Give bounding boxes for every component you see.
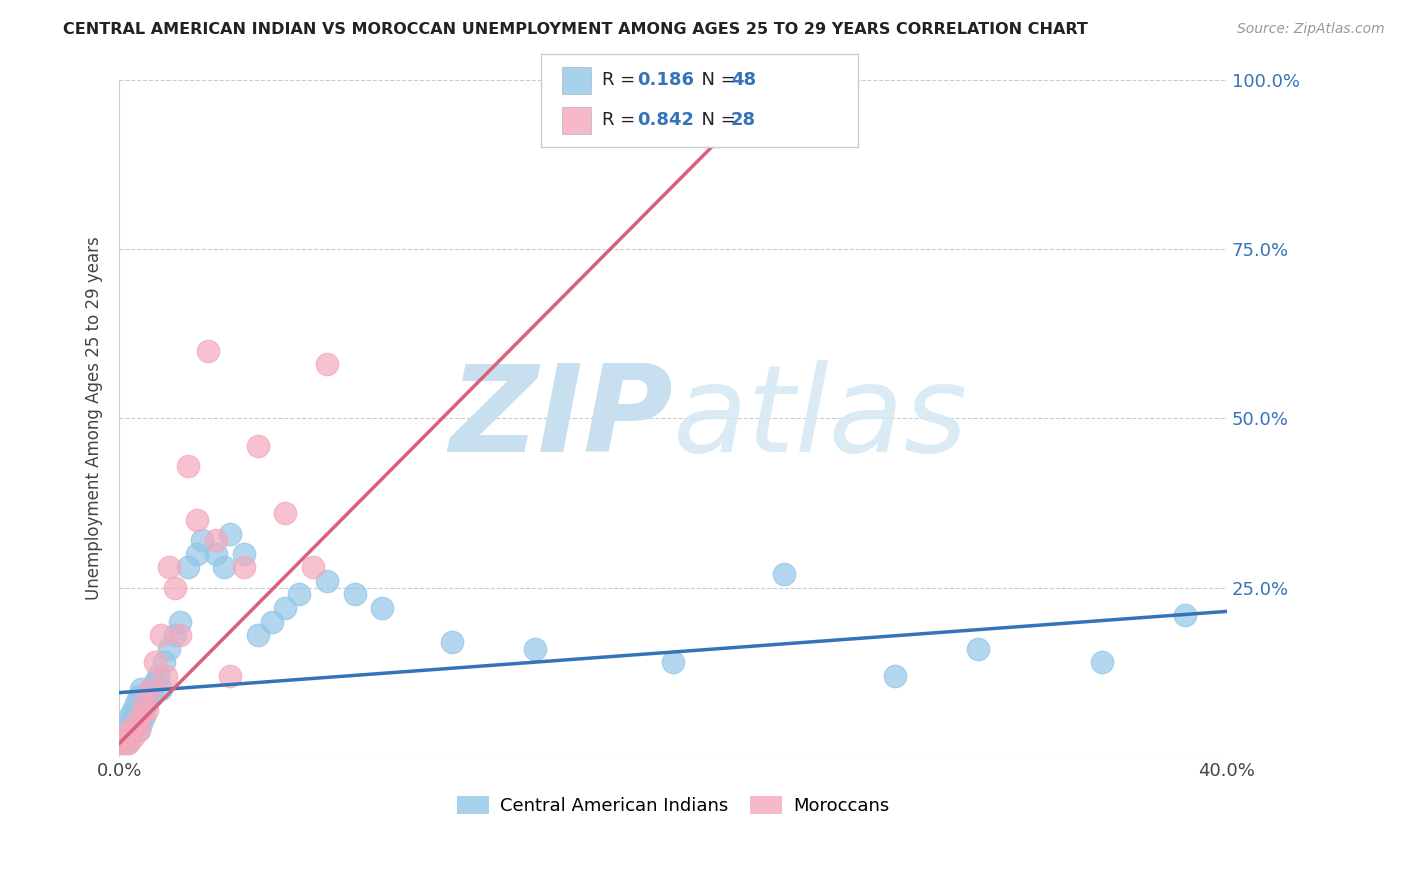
- Point: [745, 73, 768, 87]
- Point: [114, 730, 136, 744]
- Point: [343, 587, 366, 601]
- Text: 0.186: 0.186: [637, 71, 695, 89]
- Point: [246, 438, 269, 452]
- Point: [149, 628, 172, 642]
- Point: [131, 682, 153, 697]
- Point: [136, 696, 159, 710]
- Point: [117, 736, 139, 750]
- Point: [371, 601, 394, 615]
- Point: [136, 702, 159, 716]
- Point: [232, 547, 254, 561]
- Text: atlas: atlas: [673, 360, 969, 477]
- Point: [163, 628, 186, 642]
- Point: [274, 601, 297, 615]
- Point: [274, 506, 297, 520]
- Text: 28: 28: [731, 112, 756, 129]
- Point: [122, 730, 145, 744]
- Point: [117, 736, 139, 750]
- Point: [143, 675, 166, 690]
- Point: [120, 723, 142, 737]
- Point: [157, 641, 180, 656]
- Point: [966, 641, 988, 656]
- Point: [288, 587, 311, 601]
- Point: [149, 682, 172, 697]
- Point: [146, 669, 169, 683]
- Point: [138, 682, 160, 697]
- Point: [111, 736, 134, 750]
- Point: [157, 560, 180, 574]
- Point: [128, 723, 150, 737]
- Point: [177, 458, 200, 473]
- Text: ZIP: ZIP: [450, 360, 673, 477]
- Point: [152, 655, 174, 669]
- Point: [302, 560, 325, 574]
- Point: [128, 689, 150, 703]
- Point: [128, 723, 150, 737]
- Point: [440, 635, 463, 649]
- Point: [125, 696, 148, 710]
- Text: R =: R =: [602, 112, 641, 129]
- Point: [772, 567, 794, 582]
- Point: [177, 560, 200, 574]
- Point: [138, 682, 160, 697]
- Point: [125, 716, 148, 731]
- Point: [163, 581, 186, 595]
- Point: [114, 723, 136, 737]
- Point: [316, 357, 339, 371]
- Point: [131, 709, 153, 723]
- Point: [120, 730, 142, 744]
- Point: [186, 547, 208, 561]
- Point: [523, 641, 546, 656]
- Point: [117, 716, 139, 731]
- Point: [246, 628, 269, 642]
- Text: N =: N =: [690, 112, 742, 129]
- Point: [1174, 607, 1197, 622]
- Point: [219, 526, 242, 541]
- Point: [214, 560, 236, 574]
- Text: N =: N =: [690, 71, 742, 89]
- Point: [205, 547, 228, 561]
- Text: CENTRAL AMERICAN INDIAN VS MOROCCAN UNEMPLOYMENT AMONG AGES 25 TO 29 YEARS CORRE: CENTRAL AMERICAN INDIAN VS MOROCCAN UNEM…: [63, 22, 1088, 37]
- Point: [114, 730, 136, 744]
- Point: [219, 669, 242, 683]
- Text: 48: 48: [731, 71, 756, 89]
- Point: [169, 628, 191, 642]
- Text: 0.842: 0.842: [637, 112, 695, 129]
- Point: [122, 702, 145, 716]
- Point: [143, 655, 166, 669]
- Text: Source: ZipAtlas.com: Source: ZipAtlas.com: [1237, 22, 1385, 37]
- Point: [191, 533, 214, 548]
- Point: [111, 736, 134, 750]
- Y-axis label: Unemployment Among Ages 25 to 29 years: Unemployment Among Ages 25 to 29 years: [86, 236, 103, 600]
- Point: [883, 669, 905, 683]
- Point: [260, 615, 283, 629]
- Point: [205, 533, 228, 548]
- Point: [125, 716, 148, 731]
- Point: [134, 709, 156, 723]
- Point: [155, 669, 177, 683]
- Point: [316, 574, 339, 588]
- Point: [232, 560, 254, 574]
- Point: [134, 696, 156, 710]
- Point: [120, 709, 142, 723]
- Point: [197, 343, 219, 358]
- Point: [169, 615, 191, 629]
- Point: [662, 655, 685, 669]
- Point: [131, 716, 153, 731]
- Point: [141, 689, 163, 703]
- Point: [186, 513, 208, 527]
- Point: [1091, 655, 1114, 669]
- Legend: Central American Indians, Moroccans: Central American Indians, Moroccans: [450, 789, 897, 822]
- Text: R =: R =: [602, 71, 641, 89]
- Point: [122, 723, 145, 737]
